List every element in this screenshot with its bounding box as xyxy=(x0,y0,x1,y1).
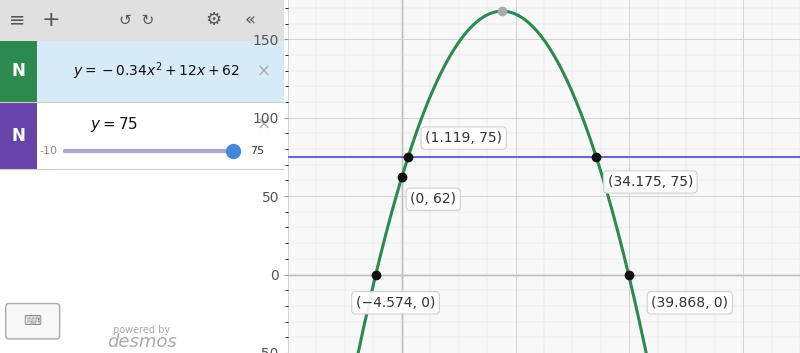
Text: N: N xyxy=(11,62,26,80)
Text: -10: -10 xyxy=(39,146,58,156)
FancyBboxPatch shape xyxy=(6,304,60,339)
FancyBboxPatch shape xyxy=(0,102,37,169)
FancyBboxPatch shape xyxy=(0,102,284,169)
Text: $y = -0.34x^2 + 12x + 62$: $y = -0.34x^2 + 12x + 62$ xyxy=(73,61,240,82)
Text: ⚙: ⚙ xyxy=(205,11,221,29)
Text: ×: × xyxy=(257,115,271,133)
Text: (−4.574, 0): (−4.574, 0) xyxy=(356,296,435,310)
Text: ≡: ≡ xyxy=(9,11,26,30)
Text: ×: × xyxy=(257,62,271,80)
Text: N: N xyxy=(11,127,26,145)
Text: (1.119, 75): (1.119, 75) xyxy=(426,131,502,145)
Text: +: + xyxy=(42,10,61,30)
FancyBboxPatch shape xyxy=(0,0,284,41)
Text: «: « xyxy=(245,11,255,29)
FancyBboxPatch shape xyxy=(0,41,284,102)
Text: $y = 75$: $y = 75$ xyxy=(90,115,138,134)
Text: powered by: powered by xyxy=(114,325,170,335)
Text: ⌨: ⌨ xyxy=(24,315,42,328)
Text: (0, 62): (0, 62) xyxy=(410,192,456,206)
FancyBboxPatch shape xyxy=(0,41,37,102)
Text: desmos: desmos xyxy=(107,334,177,351)
Text: (39.868, 0): (39.868, 0) xyxy=(651,296,728,310)
Text: 75: 75 xyxy=(250,146,264,156)
Text: ↺  ↻: ↺ ↻ xyxy=(118,13,154,28)
Text: (34.175, 75): (34.175, 75) xyxy=(607,175,693,189)
